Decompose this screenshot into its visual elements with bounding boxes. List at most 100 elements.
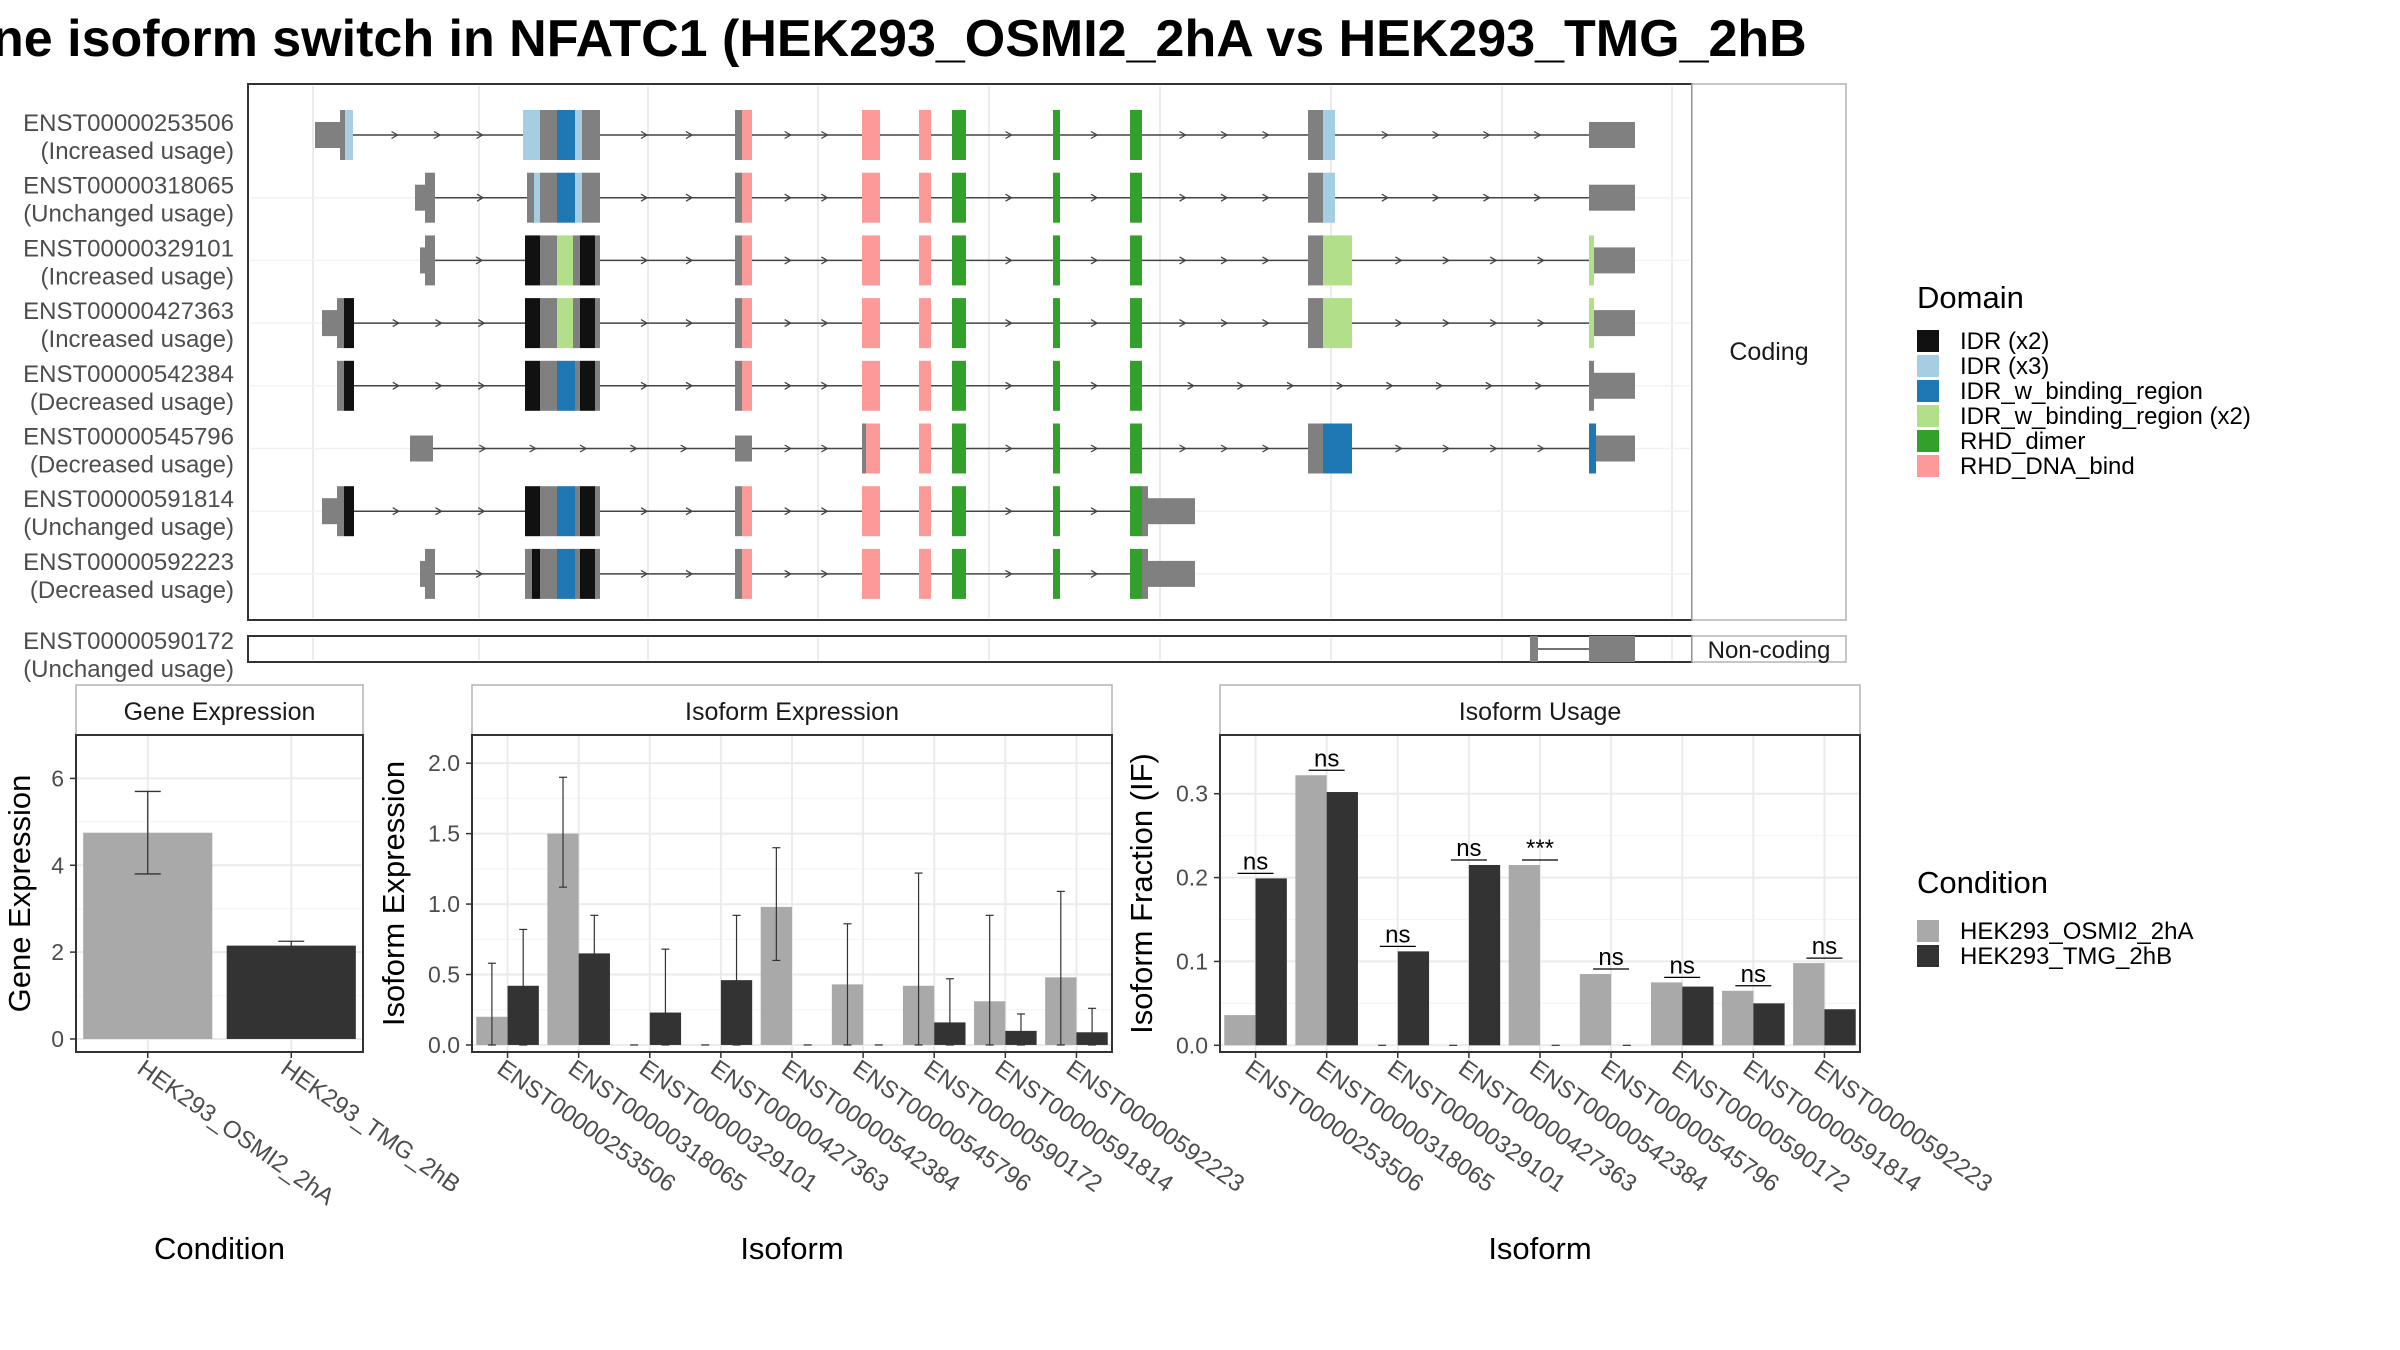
transcript-model-4: [337, 360, 1635, 411]
domain-legend-key: [1917, 330, 1939, 352]
transcript-usage-label: (Increased usage): [41, 138, 234, 165]
coding-strip-label: Coding: [1729, 338, 1808, 366]
transcript-usage-label: (Decreased usage): [30, 452, 234, 479]
exon-block: [575, 360, 580, 411]
strand-arrow: [821, 319, 829, 328]
y-axis-title: Isoform Fraction (IF): [1124, 753, 1159, 1034]
domain-block: [919, 423, 931, 474]
strand-arrow: [1432, 193, 1440, 202]
exon-block: [575, 486, 580, 537]
strand-arrow: [1179, 444, 1187, 453]
noncoding-panel-frame: [247, 635, 1693, 663]
domain-block: [952, 360, 966, 411]
strand-arrow: [1535, 381, 1543, 390]
domain-block: [862, 172, 880, 223]
strand-arrow: [821, 444, 829, 453]
strand-arrow: [1237, 381, 1245, 390]
domain-block: [919, 298, 931, 349]
exon-block: [735, 235, 742, 286]
transcript-model-8: [1530, 636, 1635, 662]
exon-block: [735, 548, 742, 599]
domain-block: [1053, 298, 1060, 349]
transcript-id-label: ENST00000591814: [23, 486, 234, 513]
x-axis-title: Isoform: [740, 1231, 843, 1266]
domain-block: [952, 486, 966, 537]
domain-block: [575, 110, 582, 160]
domain-legend-label: IDR (x2): [1960, 328, 2049, 355]
domain-block: [1323, 423, 1352, 474]
transcript-usage-label: (Decreased usage): [30, 389, 234, 416]
domain-block: [525, 360, 540, 411]
exon-block: [527, 172, 534, 223]
strand-arrow: [1005, 256, 1013, 265]
domain-block: [1323, 110, 1335, 160]
transcript-model-3: [322, 298, 1635, 349]
strand-arrow: [435, 507, 443, 516]
domain-block: [580, 360, 595, 411]
strand-arrow: [1220, 444, 1229, 453]
y-tick-label: 0.0: [428, 1032, 460, 1058]
y-tick-label: 0: [51, 1026, 64, 1052]
transcript-id-label: ENST00000592223: [23, 549, 234, 576]
strand-arrow: [784, 193, 792, 202]
exon-block: [575, 548, 580, 599]
strand-arrow: [1286, 381, 1295, 390]
strand-arrow: [1179, 319, 1187, 328]
strand-arrow: [1090, 319, 1099, 328]
domain-block: [742, 548, 752, 599]
domain-block: [1589, 235, 1594, 286]
strand-arrow: [1005, 130, 1013, 140]
strand-arrow: [1262, 193, 1270, 202]
strand-arrow: [821, 381, 829, 390]
strand-arrow: [1005, 381, 1013, 390]
exon-block: [540, 486, 557, 537]
exon-block: [573, 235, 580, 286]
exon-block: [540, 172, 557, 223]
strand-arrow: [1179, 193, 1187, 202]
exon-block: [540, 110, 557, 160]
domain-block: [557, 298, 573, 349]
significance-label: ns: [1314, 745, 1339, 772]
strand-arrow: [640, 381, 649, 390]
strand-arrow: [680, 444, 688, 453]
strand-arrow: [685, 319, 694, 328]
exon-block: [1594, 247, 1635, 274]
strand-arrow: [1005, 507, 1013, 516]
domain-block: [580, 235, 595, 286]
transcript-model-0: [315, 110, 1635, 160]
exon-block: [1308, 110, 1323, 160]
strand-arrow: [391, 130, 399, 140]
exon-block: [1148, 498, 1195, 525]
domain-legend-key: [1917, 455, 1939, 477]
strand-arrow: [784, 381, 792, 390]
domain-block: [919, 548, 931, 599]
strand-arrow: [1435, 381, 1444, 390]
strand-arrow: [1262, 130, 1270, 140]
panel-strip: [471, 684, 1113, 736]
domain-block: [919, 235, 931, 286]
noncoding-strip: [1691, 635, 1847, 663]
strand-arrow: [1395, 444, 1403, 453]
domain-block: [345, 110, 353, 160]
bar: [1255, 878, 1287, 1046]
strand-arrow: [529, 444, 537, 453]
domain-block: [1053, 235, 1060, 286]
strand-arrow: [477, 507, 486, 516]
transcript-model-5: [410, 423, 1635, 474]
transcript-id-label: ENST00000545796: [23, 424, 234, 451]
exon-block: [1596, 435, 1635, 462]
domain-block: [952, 172, 966, 223]
strand-arrow: [1090, 193, 1099, 202]
strand-arrow: [685, 193, 694, 202]
transcript-id-label: ENST00000318065: [23, 173, 234, 200]
strand-arrow: [1533, 130, 1542, 140]
strand-arrow: [476, 193, 485, 202]
exon-block: [1308, 423, 1323, 474]
x-axis-title: Isoform: [1488, 1231, 1591, 1266]
domain-block: [557, 486, 575, 537]
exon-block: [1589, 360, 1594, 411]
condition-legend-label: HEK293_TMG_2hB: [1960, 943, 2172, 970]
panel-title: Gene Expression: [124, 698, 316, 726]
domain-block: [1053, 360, 1060, 411]
y-tick-label: 0.0: [1176, 1032, 1208, 1058]
